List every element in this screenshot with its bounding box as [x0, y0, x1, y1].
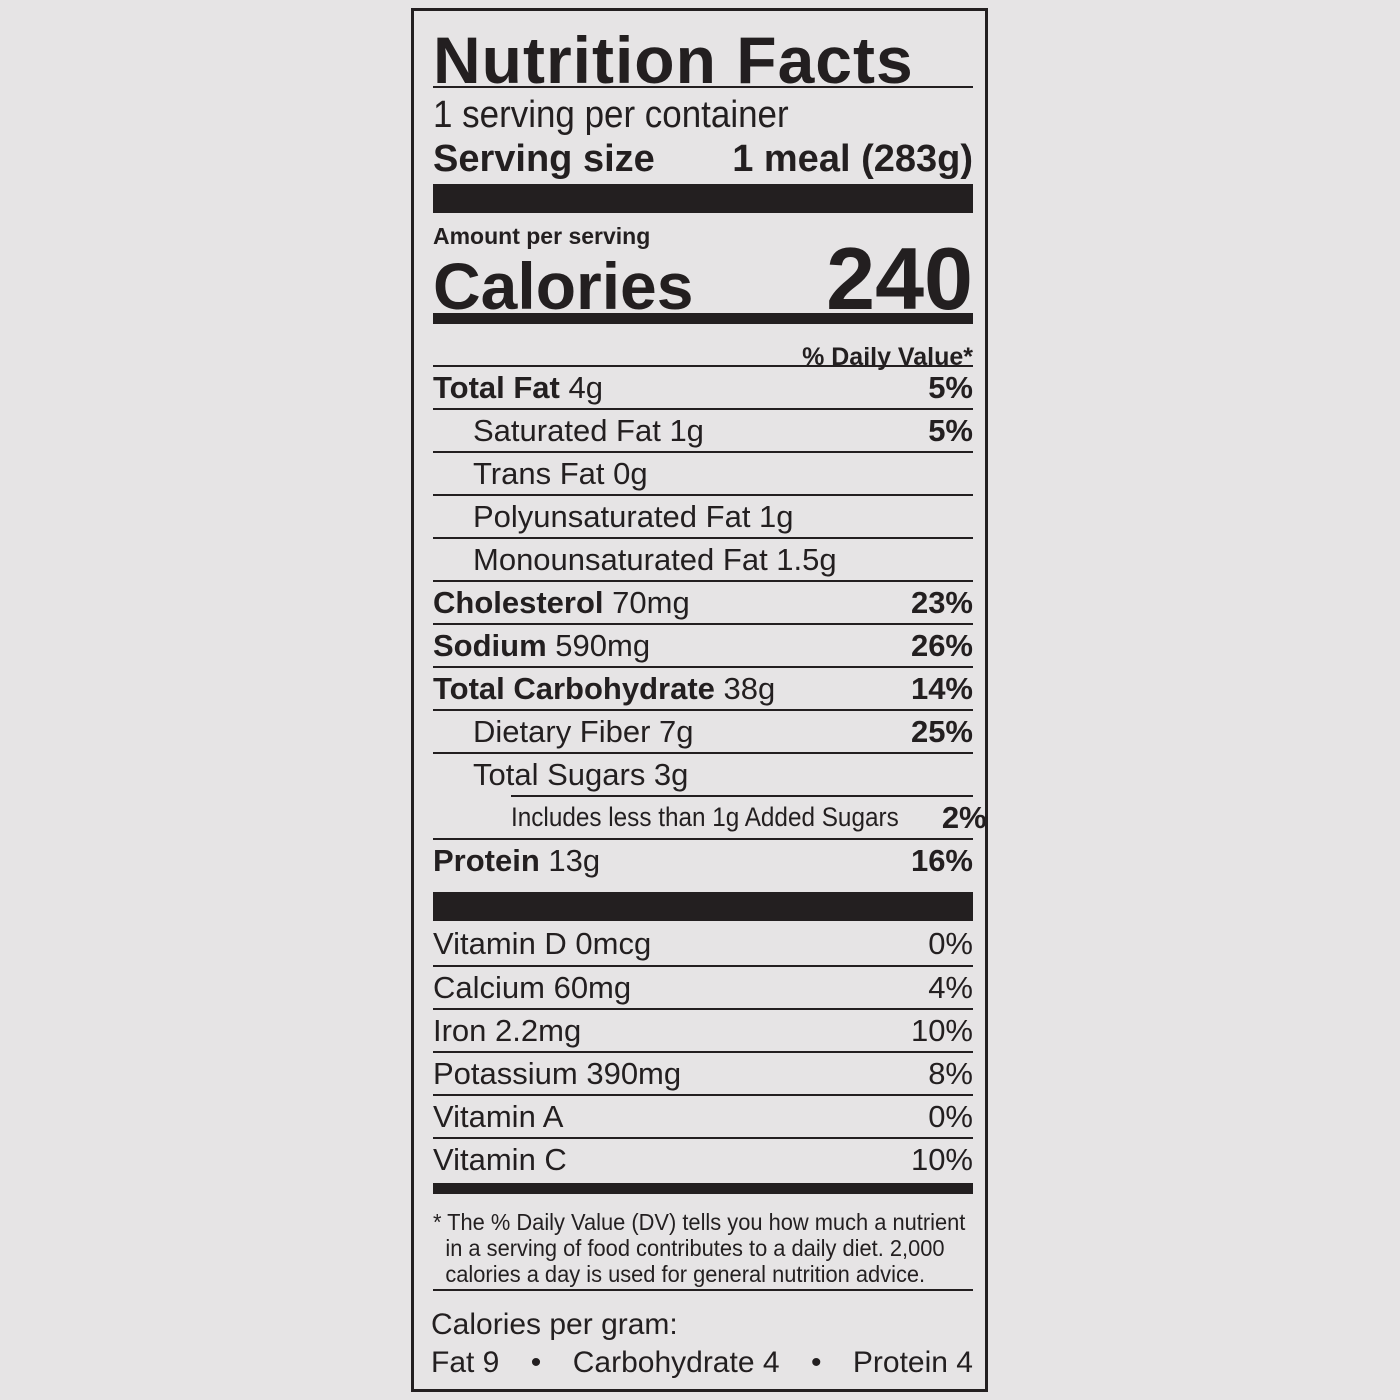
footnote: * The % Daily Value (DV) tells you how m…	[433, 1209, 975, 1287]
serving-size: Serving size 1 meal (283g)	[433, 137, 973, 181]
vitamin-name: Calcium 60mg	[433, 969, 632, 1005]
vitamin-name: Vitamin C	[433, 1141, 567, 1177]
nutrient-dv: 2%	[941, 799, 987, 835]
vitamin-dv: 8%	[928, 1055, 973, 1091]
nutrient-row-total-carbohydrate: Total Carbohydrate 38g 14%	[433, 666, 973, 709]
nutrient-name: Trans Fat 0g	[473, 455, 648, 491]
thick-divider	[433, 892, 973, 921]
nutrient-name: Polyunsaturated Fat 1g	[473, 498, 794, 534]
nutrient-row-cholesterol: Cholesterol 70mg 23%	[433, 580, 973, 623]
nutrient-row-trans-fat: Trans Fat 0g	[433, 451, 973, 494]
vitamin-row: Potassium 390mg 8%	[433, 1051, 973, 1094]
medium-divider	[433, 313, 973, 324]
vitamin-row: Vitamin A 0%	[433, 1094, 973, 1137]
nutrition-facts-label: Nutrition Facts 1 serving per container …	[411, 8, 988, 1392]
nutrient-name: Total Fat	[433, 369, 560, 405]
nutrient-amount: 38g	[723, 670, 776, 706]
nutrient-row-protein: Protein 13g 16%	[433, 838, 973, 881]
nutrient-row-total-sugars: Total Sugars 3g	[433, 752, 973, 795]
footnote-line: in a serving of food contributes to a da…	[445, 1235, 945, 1261]
vitamin-name: Iron 2.2mg	[433, 1012, 582, 1048]
serving-size-value: 1 meal (283g)	[732, 138, 973, 180]
calories-row: Calories 240	[433, 229, 973, 328]
nutrient-row-polyunsaturated-fat: Polyunsaturated Fat 1g	[433, 494, 973, 537]
nutrient-name: Total Carbohydrate	[433, 670, 715, 706]
calories-per-gram-label: Calories per gram:	[431, 1308, 678, 1341]
bullet-separator: •	[530, 1346, 542, 1379]
nutrient-name: Cholesterol	[433, 584, 604, 620]
vitamin-name: Potassium 390mg	[433, 1055, 682, 1091]
vitamin-dv: 0%	[928, 1098, 973, 1134]
calories-per-gram: Calories per gram: Fat 9 • Carbohydrate …	[431, 1306, 973, 1382]
divider	[433, 86, 973, 88]
vitamin-row: Calcium 60mg 4%	[433, 965, 973, 1008]
calories-label: Calories	[433, 249, 694, 323]
vitamin-dv: 10%	[910, 1141, 973, 1177]
vitamin-row: Iron 2.2mg 10%	[433, 1008, 973, 1051]
nutrient-row-total-fat: Total Fat 4g 5%	[433, 365, 973, 408]
serving-size-label: Serving size	[433, 138, 655, 180]
vitamin-list: Vitamin D 0mcg 0% Calcium 60mg 4% Iron 2.2…	[433, 922, 973, 1180]
protein-per-gram: Protein 4	[852, 1346, 973, 1379]
nutrient-name: Includes less than 1g Added Sugars	[511, 802, 899, 832]
thick-divider	[433, 184, 973, 213]
vitamin-row: Vitamin C 10%	[433, 1137, 973, 1180]
nutrient-amount: 13g	[548, 842, 601, 878]
fat-per-gram: Fat 9	[431, 1346, 500, 1379]
nutrient-name: Dietary Fiber 7g	[473, 713, 694, 749]
nutrient-name: Sodium	[433, 627, 547, 663]
nutrient-dv: 26%	[910, 627, 973, 663]
nutrient-dv: 16%	[910, 842, 973, 878]
nutrient-row-monounsaturated-fat: Monounsaturated Fat 1.5g	[433, 537, 973, 580]
amount-per-serving: Amount per serving	[433, 223, 651, 249]
nutrient-dv: 5%	[928, 369, 973, 405]
nutrient-list: Total Fat 4g 5% Saturated Fat 1g 5% Trans …	[433, 365, 987, 881]
nutrient-amount: 590mg	[555, 627, 651, 663]
vitamin-name: Vitamin A	[433, 1098, 564, 1134]
nutrient-dv: 14%	[910, 670, 973, 706]
nutrient-row-sodium: Sodium 590mg 26%	[433, 623, 973, 666]
vitamin-row: Vitamin D 0mcg 0%	[433, 922, 973, 965]
nutrient-dv: 5%	[928, 412, 973, 448]
nutrient-name: Protein	[433, 842, 540, 878]
nutrient-amount: 4g	[568, 369, 603, 405]
nutrient-row-added-sugars: Includes less than 1g Added Sugars 2%	[511, 795, 987, 838]
vitamin-dv: 4%	[928, 969, 973, 1005]
calories-value: 240	[826, 229, 973, 328]
nutrient-amount: 70mg	[612, 584, 690, 620]
medium-divider	[433, 1183, 973, 1194]
vitamin-dv: 0%	[928, 925, 973, 961]
footnote-line: calories a day is used for general nutri…	[445, 1261, 926, 1287]
label-title: Nutrition Facts	[433, 23, 914, 97]
footnote-line: * The % Daily Value (DV) tells you how m…	[433, 1209, 966, 1235]
servings-per-container: 1 serving per container	[433, 94, 789, 136]
vitamin-dv: 10%	[910, 1012, 973, 1048]
nutrient-row-dietary-fiber: Dietary Fiber 7g 25%	[433, 709, 973, 752]
nutrient-dv: 23%	[910, 584, 973, 620]
carb-per-gram: Carbohydrate 4	[572, 1346, 780, 1379]
nutrient-name: Monounsaturated Fat 1.5g	[473, 541, 837, 577]
bullet-separator: •	[810, 1346, 822, 1379]
nutrient-name: Total Sugars 3g	[473, 756, 689, 792]
divider	[433, 1289, 973, 1291]
vitamin-name: Vitamin D 0mcg	[433, 925, 652, 961]
nutrient-dv: 25%	[910, 713, 973, 749]
nutrient-row-saturated-fat: Saturated Fat 1g 5%	[433, 408, 973, 451]
nutrient-name: Saturated Fat 1g	[473, 412, 704, 448]
